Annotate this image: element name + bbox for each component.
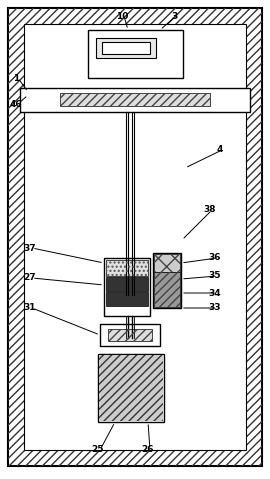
Bar [24,24,246,450]
Bar [98,354,164,422]
Bar [60,93,210,106]
Bar [106,260,148,276]
Text: 37: 37 [24,243,36,252]
Bar [108,329,152,341]
Bar [104,258,150,316]
Bar [154,254,180,272]
Text: 25: 25 [92,445,104,455]
Bar [96,38,156,58]
Bar [100,324,160,346]
Bar [154,272,180,307]
Bar [106,260,148,276]
Bar [108,329,152,341]
Text: 36: 36 [209,253,221,262]
Text: 38: 38 [204,205,216,215]
Bar [99,355,163,421]
Bar [106,292,148,306]
Text: 33: 33 [209,304,221,312]
Bar [88,30,183,78]
Bar [154,272,180,307]
Bar [60,93,210,106]
Text: 3: 3 [171,11,177,21]
Bar [102,42,150,54]
Text: 34: 34 [209,288,221,297]
Bar [20,88,250,112]
Text: 35: 35 [209,272,221,281]
Text: 10: 10 [116,11,128,21]
Text: 46: 46 [10,100,22,109]
Bar [99,355,163,421]
Text: 4: 4 [217,146,223,155]
Text: 27: 27 [24,274,36,283]
Bar [154,254,180,272]
Bar [24,24,246,450]
Bar [153,253,181,308]
Text: 31: 31 [24,304,36,312]
Bar [106,277,148,291]
Text: 1: 1 [13,73,19,82]
Text: 26: 26 [142,445,154,455]
